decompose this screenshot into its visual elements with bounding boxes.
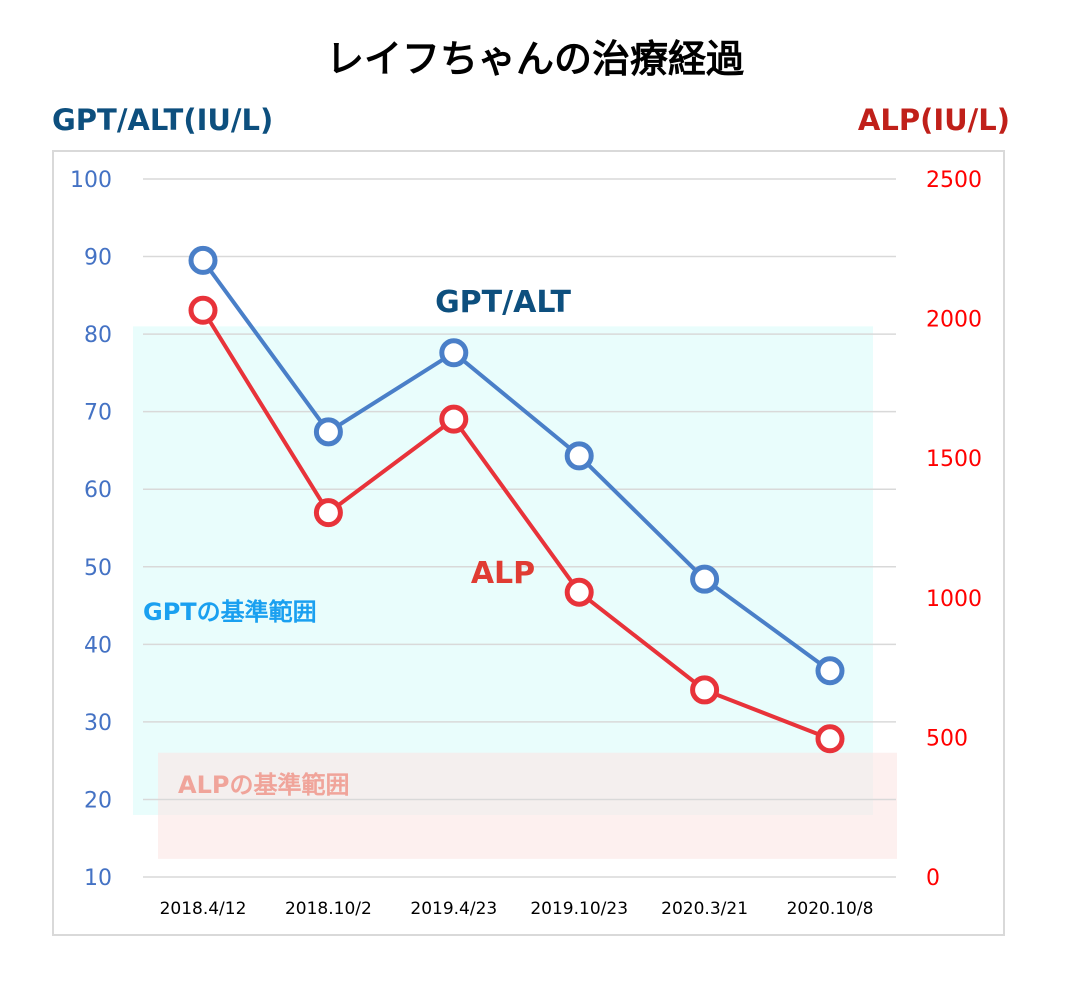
data-point: [188, 295, 218, 325]
alp-band-label: ALPの基準範囲: [178, 771, 349, 799]
data-point: [690, 675, 720, 705]
data-point: [815, 656, 845, 686]
left-tick-label: 70: [84, 401, 112, 426]
left-tick-label: 20: [84, 788, 112, 813]
series-label-alp: ALP: [471, 556, 535, 591]
x-tick-label: 2018.4/12: [160, 899, 247, 919]
right-tick-label: 2000: [926, 308, 982, 333]
series-line-alp: [201, 309, 831, 741]
data-point: [313, 498, 343, 528]
right-tick-label: 1000: [926, 587, 982, 612]
left-tick-label: 50: [84, 556, 112, 581]
x-tick-label: 2018.10/2: [285, 899, 372, 919]
data-point: [690, 564, 720, 594]
data-point: [564, 577, 594, 607]
left-tick-label: 40: [84, 633, 112, 658]
series-line-gpt-alt: [201, 259, 832, 673]
data-point: [439, 404, 469, 434]
data-point: [564, 441, 594, 471]
left-axis-title: GPT/ALT(IU/L): [52, 103, 273, 137]
x-tick-label: 2020.3/21: [661, 899, 748, 919]
reference-band: [133, 326, 873, 815]
right-axis-title: ALP(IU/L): [858, 103, 1010, 137]
right-tick-label: 2500: [926, 168, 982, 193]
left-tick-label: 100: [70, 168, 112, 193]
left-tick-label: 80: [84, 323, 112, 348]
left-tick-label: 60: [84, 478, 112, 503]
x-tick-label: 2020.10/8: [787, 899, 874, 919]
right-tick-label: 500: [926, 726, 968, 751]
right-tick-label: 1500: [926, 447, 982, 472]
reference-band: [158, 752, 897, 859]
left-tick-label: 90: [84, 246, 112, 271]
data-point: [313, 417, 343, 447]
x-tick-label: 2019.10/23: [530, 899, 628, 919]
data-point: [188, 245, 218, 275]
left-tick-label: 10: [84, 866, 112, 891]
left-tick-label: 30: [84, 711, 112, 736]
right-tick-label: 0: [926, 866, 940, 891]
data-point: [439, 338, 469, 368]
data-point: [815, 724, 845, 754]
series-label-gpt: GPT/ALT: [435, 285, 571, 320]
chart-title: レイフちゃんの治療経過: [326, 37, 745, 81]
x-tick-label: 2019.4/23: [410, 899, 497, 919]
gpt-band-label: GPTの基準範囲: [143, 598, 317, 626]
